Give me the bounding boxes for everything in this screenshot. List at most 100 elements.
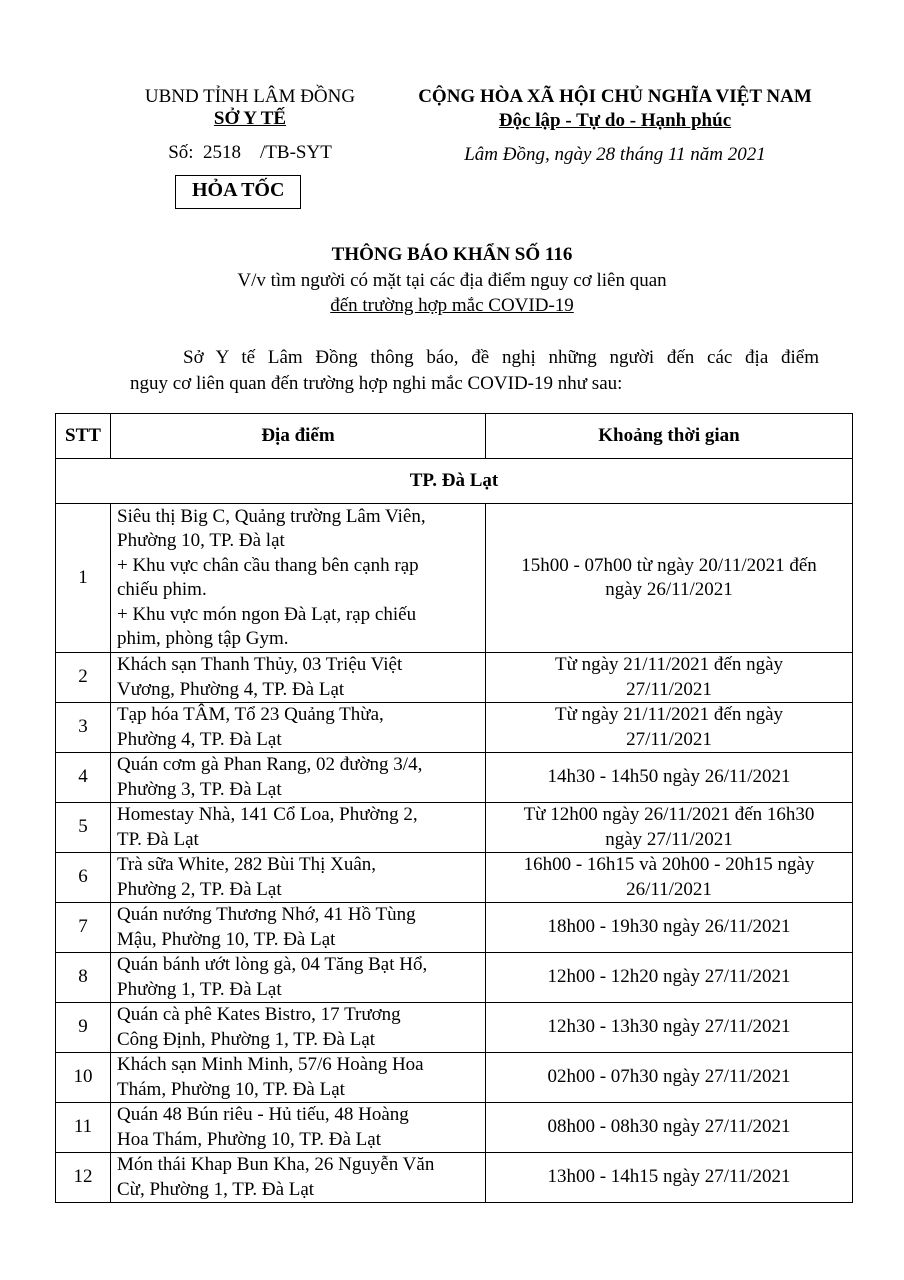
location-line: Món thái Khap Bun Kha, 26 Nguyễn Văn — [117, 1154, 435, 1175]
header-cell: Địa điểm — [110, 413, 486, 459]
location-line: Cừ, Phường 1, TP. Đà Lạt — [117, 1178, 315, 1200]
stt-cell: 12 — [55, 1152, 111, 1203]
table-row: 4 Quán cơm gà Phan Rang, 02 đường 3/4, Phư… — [55, 752, 853, 803]
date: Lâm Đồng, ngày 28 tháng 11 năm 2021 — [464, 144, 766, 165]
location-line: Phường 10, TP. Đà lạt — [117, 530, 285, 551]
stt-cell: 10 — [55, 1052, 111, 1103]
header-row: STT Địa điểm Khoảng thời gian — [55, 413, 853, 459]
stt-cell: 3 — [55, 702, 111, 753]
location-line: Quán 48 Bún riêu - Hủ tiếu, 48 Hoàng — [117, 1104, 409, 1125]
stt-cell: 8 — [55, 952, 111, 1003]
location-line: + Khu vực chân cầu thang bên cạnh rạp — [117, 554, 419, 576]
location-line: Phường 3, TP. Đà Lạt — [117, 778, 282, 800]
location-line: Quán cơm gà Phan Rang, 02 đường 3/4, — [117, 754, 423, 775]
location-line: Siêu thị Big C, Quảng trường Lâm Viên, — [117, 505, 426, 527]
time-line: Từ ngày 21/11/2021 đến ngày — [554, 704, 784, 725]
time-line: 27/11/2021 — [626, 728, 712, 750]
location-cell: Tạp hóa TÂM, Tổ 23 Quảng Thừa, Phường 4, … — [110, 702, 486, 753]
stt-cell: 9 — [55, 1002, 111, 1053]
location-line: Trà sữa White, 282 Bùi Thị Xuân, — [117, 854, 377, 875]
time-line: 13h00 - 14h15 ngày 27/11/2021 — [547, 1166, 791, 1188]
time-line: ngày 26/11/2021 — [605, 579, 733, 600]
table-row: 8 Quán bánh ướt lòng gà, 04 Tăng Bạt Hổ, P… — [55, 952, 853, 1003]
location-line: Phường 4, TP. Đà Lạt — [117, 728, 282, 750]
time-cell: 12h00 - 12h20 ngày 27/11/2021 — [485, 952, 853, 1003]
subtitle-text: đến trường hợp mắc COVID-19 — [330, 295, 574, 316]
location-line: Khách sạn Thanh Thủy, 03 Triệu Việt — [117, 654, 403, 675]
time-line: 08h00 - 08h30 ngày 27/11/2021 — [547, 1116, 791, 1138]
location-cell: Quán bánh ướt lòng gà, 04 Tăng Bạt Hổ, Ph… — [110, 952, 486, 1003]
header-cell: Khoảng thời gian — [485, 413, 853, 459]
location-cell: Siêu thị Big C, Quảng trường Lâm Viên, Ph… — [110, 503, 486, 653]
stt-cell: 1 — [55, 503, 111, 653]
time-line: 16h00 - 16h15 và 20h00 - 20h15 ngày — [523, 854, 815, 875]
location-cell: Món thái Khap Bun Kha, 26 Nguyễn Văn Cừ, … — [110, 1152, 486, 1203]
time-cell: 13h00 - 14h15 ngày 27/11/2021 — [485, 1152, 853, 1203]
location-line: Quán nướng Thương Nhớ, 41 Hồ Tùng — [117, 904, 416, 925]
department-text: SỞ Y TẾ — [213, 108, 287, 129]
title: THÔNG BÁO KHẨN SỐ 116 — [331, 244, 573, 265]
table-row: 11 Quán 48 Bún riêu - Hủ tiếu, 48 Hoàng Ho… — [55, 1102, 853, 1153]
header-cell: STT — [55, 413, 111, 459]
location-line: phim, phòng tập Gym. — [117, 628, 289, 649]
time-line: 18h00 - 19h30 ngày 26/11/2021 — [547, 916, 791, 938]
location-line: Homestay Nhà, 141 Cổ Loa, Phường 2, — [117, 804, 418, 825]
section-cell: TP. Đà Lạt — [55, 458, 853, 504]
time-cell: 02h00 - 07h30 ngày 27/11/2021 — [485, 1052, 853, 1103]
locations-table: STT Địa điểm Khoảng thời gian TP. Đà Lạt… — [55, 413, 853, 1203]
stt-cell: 2 — [55, 652, 111, 703]
table-row: 6 Trà sữa White, 282 Bùi Thị Xuân, Phường … — [55, 852, 853, 903]
time-cell: 16h00 - 16h15 và 20h00 - 20h15 ngày 26/11… — [485, 852, 853, 903]
location-cell: Khách sạn Thanh Thủy, 03 Triệu Việt Vương… — [110, 652, 486, 703]
time-cell: 14h30 - 14h50 ngày 26/11/2021 — [485, 752, 853, 803]
location-line: Vương, Phường 4, TP. Đà Lạt — [117, 678, 345, 700]
department: SỞ Y TẾ — [100, 107, 400, 131]
subtitle-line: V/v tìm người có mặt tại các địa điểm ng… — [237, 270, 667, 291]
table-row: 2 Khách sạn Thanh Thủy, 03 Triệu Việt Vươn… — [55, 652, 853, 703]
time-line: Từ ngày 21/11/2021 đến ngày — [554, 654, 784, 675]
time-line: 15h00 - 07h00 từ ngày 20/11/2021 đến — [521, 554, 817, 576]
location-line: Phường 1, TP. Đà Lạt — [117, 978, 282, 1000]
stt-cell: 5 — [55, 802, 111, 853]
location-line: Quán cà phê Kates Bistro, 17 Trương — [117, 1004, 401, 1025]
time-line: 12h30 - 13h30 ngày 27/11/2021 — [547, 1016, 791, 1038]
time-line: Từ 12h00 ngày 26/11/2021 đến 16h30 — [523, 804, 815, 825]
stt-cell: 11 — [55, 1102, 111, 1153]
table-row: 9 Quán cà phê Kates Bistro, 17 Trương Công… — [55, 1002, 853, 1053]
table-row: 10 Khách sạn Minh Minh, 57/6 Hoàng Hoa Thá… — [55, 1052, 853, 1103]
doc-number: Số: 2518 /TB-SYT — [168, 142, 332, 163]
location-cell: Homestay Nhà, 141 Cổ Loa, Phường 2, TP. Đ… — [110, 802, 486, 853]
location-line: TP. Đà Lạt — [117, 828, 199, 850]
time-line: ngày 27/11/2021 — [605, 828, 733, 850]
table-row: 12 Món thái Khap Bun Kha, 26 Nguyễn Văn Cừ… — [55, 1152, 853, 1203]
location-cell: Quán cơm gà Phan Rang, 02 đường 3/4, Phườ… — [110, 752, 486, 803]
table-row: 1 Siêu thị Big C, Quảng trường Lâm Viên, P… — [55, 503, 853, 653]
time-cell: Từ 12h00 ngày 26/11/2021 đến 16h30 ngày 2… — [485, 802, 853, 853]
stt-cell: 4 — [55, 752, 111, 803]
table-row: 5 Homestay Nhà, 141 Cổ Loa, Phường 2, TP. … — [55, 802, 853, 853]
time-line: 27/11/2021 — [626, 678, 712, 700]
stt-cell: 7 — [55, 902, 111, 953]
time-line: 26/11/2021 — [626, 878, 712, 900]
location-cell: Trà sữa White, 282 Bùi Thị Xuân, Phường 2… — [110, 852, 486, 903]
time-line: 02h00 - 07h30 ngày 27/11/2021 — [547, 1066, 791, 1088]
location-line: Phường 2, TP. Đà Lạt — [117, 878, 282, 900]
location-cell: Quán 48 Bún riêu - Hủ tiếu, 48 Hoàng Hoa … — [110, 1102, 486, 1153]
time-cell: 12h30 - 13h30 ngày 27/11/2021 — [485, 1002, 853, 1053]
location-cell: Quán nướng Thương Nhớ, 41 Hồ Tùng Mậu, Ph… — [110, 902, 486, 953]
time-cell: Từ ngày 21/11/2021 đến ngày 27/11/2021 — [485, 702, 853, 753]
location-line: Thám, Phường 10, TP. Đà Lạt — [117, 1078, 345, 1100]
table-body: TP. Đà Lạt 1 Siêu thị Big C, Quảng trường… — [55, 458, 853, 1203]
stt-cell: 6 — [55, 852, 111, 903]
motto: Độc lập - Tự do - Hạnh phúc — [400, 109, 830, 133]
location-line: Công Định, Phường 1, TP. Đà Lạt — [117, 1028, 376, 1050]
location-line: Hoa Thám, Phường 10, TP. Đà Lạt — [117, 1128, 381, 1150]
table-row: 3 Tạp hóa TÂM, Tổ 23 Quảng Thừa, Phường 4,… — [55, 702, 853, 753]
time-cell: Từ ngày 21/11/2021 đến ngày 27/11/2021 — [485, 652, 853, 703]
urgency-box: HỎA TỐC — [175, 175, 302, 209]
location-line: Quán bánh ướt lòng gà, 04 Tăng Bạt Hổ, — [117, 954, 428, 975]
body-line: nguy cơ liên quan đến trường hợp nghi mắ… — [130, 373, 623, 394]
table-row: 7 Quán nướng Thương Nhớ, 41 Hồ Tùng Mậu, P… — [55, 902, 853, 953]
location-line: Mậu, Phường 10, TP. Đà Lạt — [117, 928, 336, 950]
